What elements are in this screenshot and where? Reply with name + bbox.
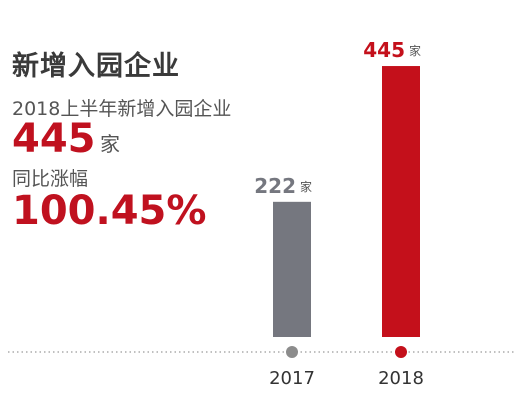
growth-label: 同比涨幅 <box>12 168 89 190</box>
bar-2018 <box>382 66 420 338</box>
axis-dot-2017 <box>286 346 298 358</box>
value-unit-2018: 家 <box>409 43 421 58</box>
count-unit: 家 <box>100 132 120 156</box>
bar-2017 <box>273 201 311 337</box>
value-label-2017: 222 <box>254 174 296 198</box>
x-tick-label-2018: 2018 <box>378 368 424 389</box>
axis-dot-2018 <box>395 346 407 358</box>
subtitle: 2018上半年新增入园企业 <box>12 98 232 120</box>
growth-value: 100.45% <box>12 188 207 234</box>
value-unit-2017: 家 <box>300 179 312 194</box>
value-label-2018: 445 <box>363 38 405 62</box>
x-tick-label-2017: 2017 <box>269 368 315 389</box>
count-value: 445 <box>12 116 96 162</box>
chart-title: 新增入园企业 <box>12 51 180 82</box>
